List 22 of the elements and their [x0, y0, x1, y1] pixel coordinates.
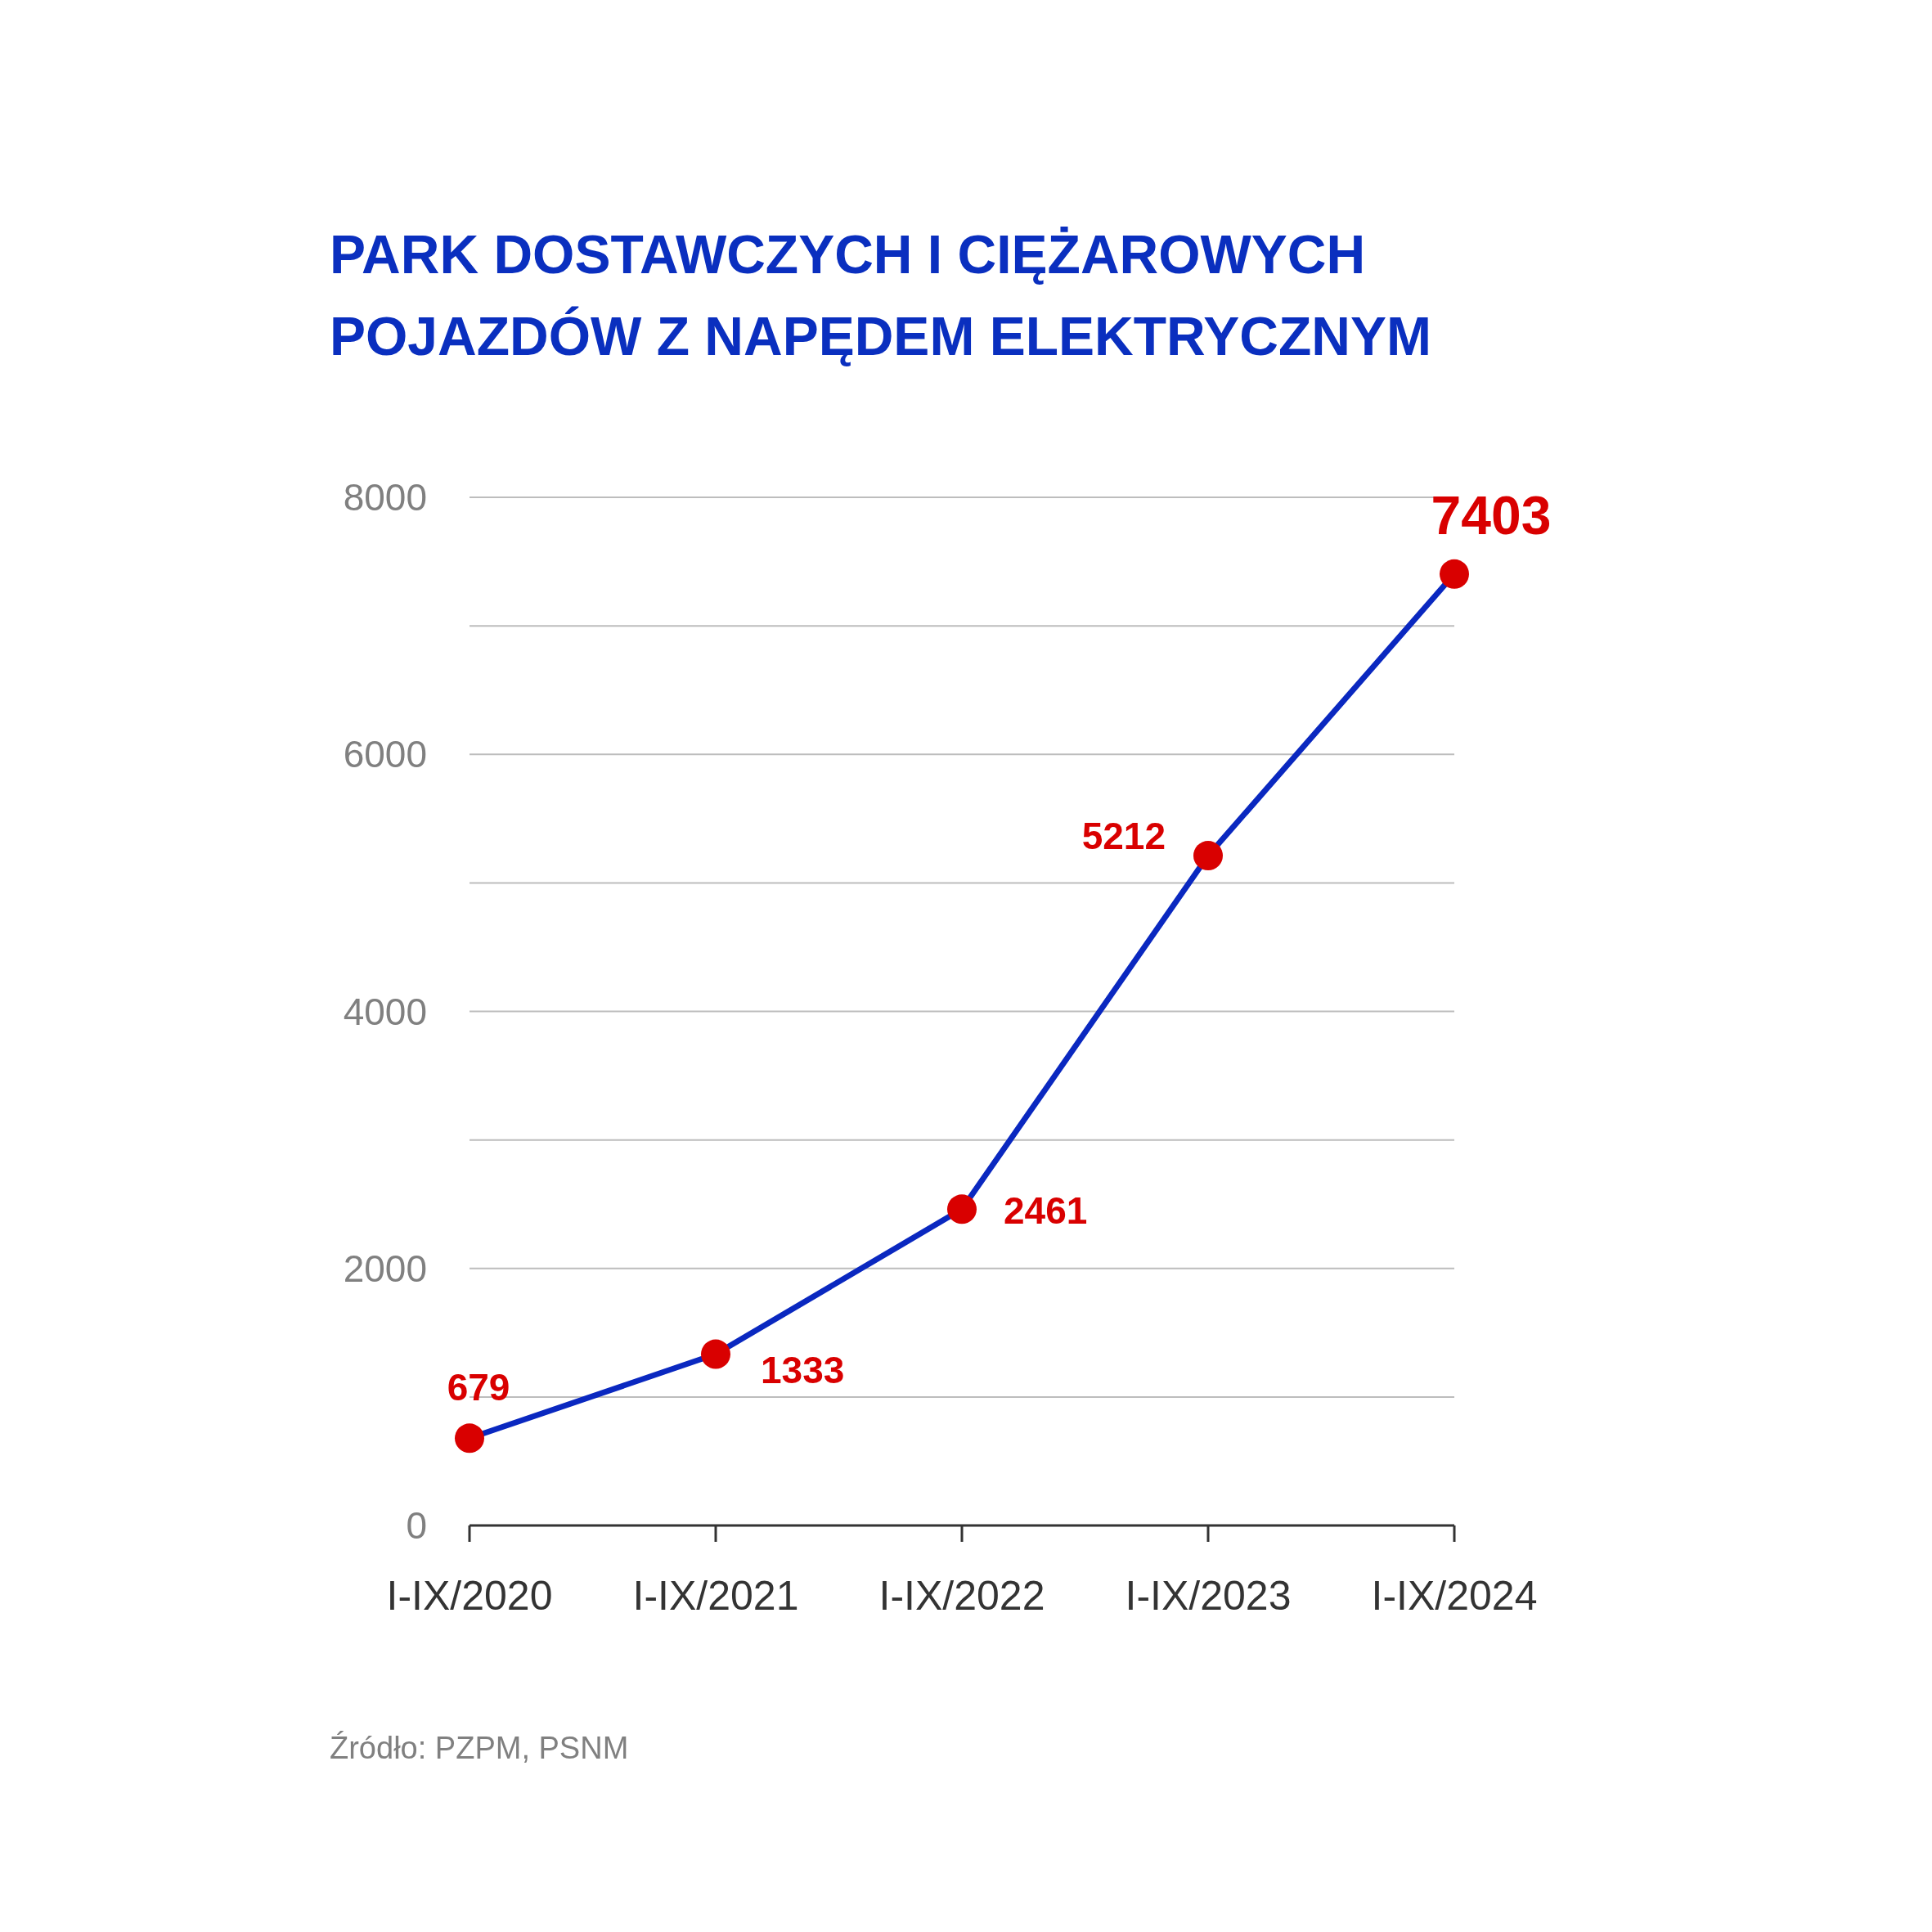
data-label: 2461 — [1004, 1189, 1088, 1233]
y-tick-label: 6000 — [343, 733, 427, 776]
point — [1440, 559, 1469, 589]
x-tick-label: I-IX/2023 — [1125, 1573, 1292, 1619]
point — [701, 1339, 730, 1369]
text: Źródło: PZPM, PSNM — [330, 1731, 629, 1765]
y-tick-label: 2000 — [343, 1247, 427, 1290]
data-label: 1333 — [761, 1348, 845, 1391]
x-tick-label: I-IX/2020 — [386, 1573, 553, 1619]
point — [1193, 841, 1223, 871]
data-label: 5212 — [1081, 815, 1166, 858]
x-tick-label: I-IX/2024 — [1371, 1573, 1538, 1619]
point — [455, 1423, 484, 1453]
x-tick-label: I-IX/2022 — [878, 1573, 1045, 1619]
data-label: 679 — [447, 1366, 510, 1409]
point — [947, 1194, 977, 1224]
x-tick-label: I-IX/2021 — [632, 1573, 799, 1619]
y-tick-label: 4000 — [343, 990, 427, 1033]
data-label: 7403 — [1431, 484, 1552, 546]
y-tick-label: 8000 — [343, 476, 427, 519]
y-tick-label: 0 — [406, 1504, 427, 1547]
chart-title: PARK DOSTAWCZYCH I CIĘŻAROWYCH POJAZDÓW Z NAPĘDEM ELEKTRYCZNYM — [330, 224, 1431, 366]
